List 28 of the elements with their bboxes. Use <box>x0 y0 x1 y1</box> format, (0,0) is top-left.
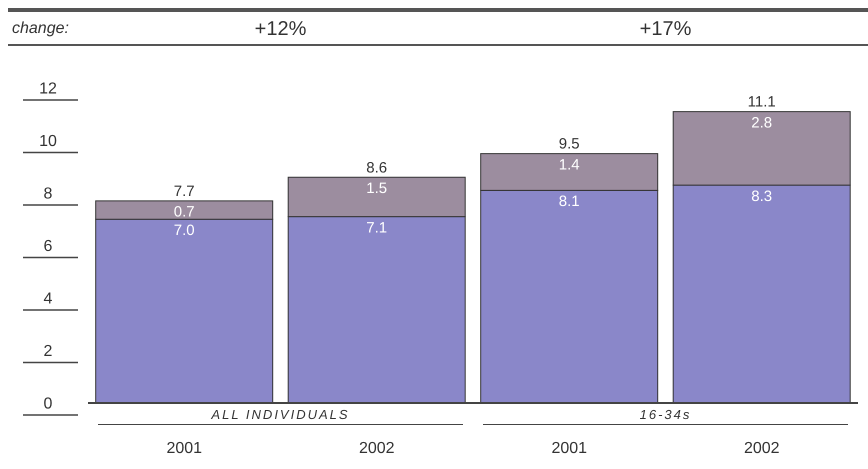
total-label: 9.5 <box>558 136 580 153</box>
data-label: 2.8 <box>751 114 772 132</box>
data-label: 1.5 <box>366 180 388 197</box>
data-label: 0.7 <box>174 204 195 221</box>
y-tick-label: 2 <box>44 343 53 360</box>
x-tick-label: 2002 <box>358 440 395 457</box>
text: ALL INDIVIDUALS <box>98 407 464 425</box>
data-label: 8.3 <box>751 188 772 205</box>
text: change: <box>12 20 69 38</box>
y-tick-label: 6 <box>44 238 53 256</box>
total-label: 8.6 <box>366 159 388 176</box>
total-label: 7.7 <box>174 182 195 200</box>
data-label: 8.1 <box>558 193 580 210</box>
x-tick-label: 2002 <box>744 440 780 457</box>
total-label: 11.1 <box>748 94 776 111</box>
y-tick-label: 0 <box>44 396 53 413</box>
text: +12% <box>254 18 308 41</box>
x-tick-label: 2001 <box>551 440 588 457</box>
data-label: 7.1 <box>366 219 388 236</box>
y-tick-label: 8 <box>44 186 53 203</box>
y-tick-label: 12 <box>39 80 57 98</box>
y-tick-label: 4 <box>44 290 53 308</box>
data-label: 7.0 <box>174 222 195 239</box>
text: 16-34s <box>482 407 848 425</box>
text: +17% <box>638 18 692 41</box>
data-label: 1.4 <box>558 156 580 174</box>
x-tick-label: 2001 <box>166 440 202 457</box>
y-tick-label: 10 <box>39 133 57 150</box>
